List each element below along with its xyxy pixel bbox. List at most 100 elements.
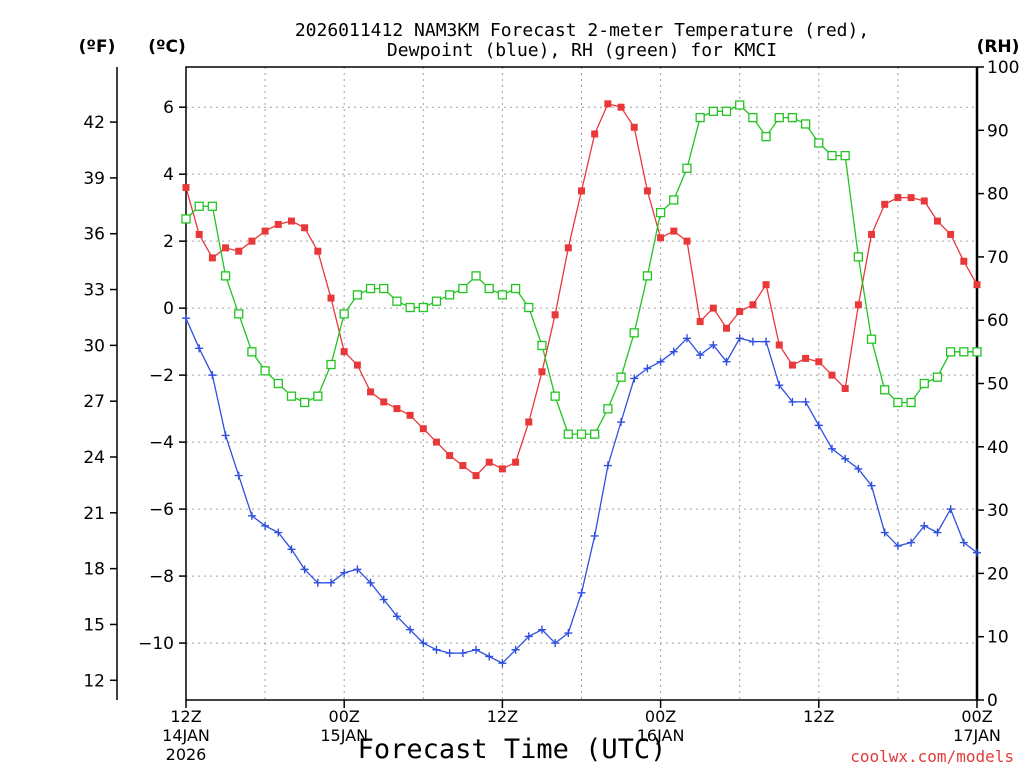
temperature-point — [894, 194, 902, 202]
temperature-point — [630, 123, 638, 131]
temperature-point — [749, 301, 757, 309]
rh-point — [800, 119, 811, 129]
rh-tick-label: 80 — [987, 185, 1009, 205]
rh-tick-label: 30 — [987, 501, 1009, 521]
temperature-point — [670, 227, 678, 235]
rh-point — [273, 378, 283, 389]
rh-tick-label: 10 — [987, 628, 1009, 648]
x-axis-label: Forecast Time (UTC) — [358, 734, 667, 765]
dewpoint-point — [524, 632, 533, 641]
rh-point — [445, 290, 455, 300]
dewpoint-point — [353, 565, 362, 574]
dewpoint-point — [287, 545, 296, 554]
dewpoint-point — [472, 645, 481, 654]
dewpoint-point — [973, 548, 981, 557]
dewpoint-point — [643, 364, 652, 373]
rh-point — [220, 271, 231, 281]
dewpoint-point — [709, 340, 718, 349]
temperature-point — [485, 458, 493, 466]
rh-line — [185, 104, 977, 435]
dewpoint-point — [775, 381, 784, 390]
temperature-point — [683, 237, 691, 245]
temperature-point — [195, 230, 203, 238]
fahrenheit-tick-label: 27 — [83, 392, 105, 412]
rh-point — [181, 214, 191, 224]
celsius-tick-label: 6 — [163, 98, 174, 118]
dewpoint-point — [208, 371, 217, 380]
dewpoint-point — [893, 541, 902, 550]
chart-title-line2: Dewpoint (blue), RH (green) for KMCI — [387, 40, 777, 61]
dewpoint-point — [274, 528, 283, 537]
celsius-tick-label: −2 — [149, 366, 174, 386]
x-tick-label-time: 12Z — [803, 707, 834, 726]
temperature-point — [432, 438, 440, 446]
rh-point — [932, 372, 943, 382]
celsius-tick-label: 2 — [163, 232, 174, 252]
x-tick-label-time: 00Z — [645, 707, 676, 726]
temperature-point — [446, 452, 454, 460]
temperature-point — [947, 230, 955, 238]
rh-tick-label: 60 — [987, 311, 1009, 331]
rh-point — [576, 429, 587, 439]
rh-point — [669, 195, 679, 205]
rh-point — [497, 290, 508, 300]
dewpoint-point — [827, 444, 836, 453]
dewpoint-point — [234, 471, 243, 480]
dewpoint-point — [617, 418, 626, 427]
temperature-point — [248, 237, 256, 245]
temperature-point — [973, 281, 981, 289]
rh-point — [260, 366, 270, 376]
rh-point — [695, 112, 705, 123]
rh-point — [550, 391, 560, 401]
dewpoint-point — [195, 344, 204, 353]
dewpoint-point — [854, 464, 863, 473]
rh-point — [682, 163, 692, 173]
temperature-point — [512, 458, 520, 466]
rh-point — [853, 252, 863, 262]
rh-point — [827, 150, 837, 161]
rh-point — [299, 397, 310, 408]
dewpoint-point — [419, 639, 428, 648]
dewpoint-point — [603, 461, 612, 470]
fahrenheit-tick-label: 15 — [83, 615, 105, 635]
temperature-point — [920, 197, 928, 205]
dewpoint-point — [590, 531, 599, 540]
dewpoint-line — [185, 317, 978, 664]
dewpoint-point — [867, 481, 876, 490]
rh-point — [972, 347, 982, 357]
rh-tick-label: 90 — [987, 121, 1009, 141]
temperature-point — [551, 311, 559, 319]
rh-point — [642, 271, 653, 281]
dewpoint-point — [907, 538, 916, 547]
temperature-point — [182, 184, 190, 192]
temperature-point — [261, 227, 269, 235]
dewpoint-point — [748, 337, 757, 346]
temperature-point — [591, 130, 599, 138]
rh-tick-label: 40 — [987, 438, 1009, 458]
fahrenheit-tick-label: 21 — [83, 504, 105, 524]
dewpoint-point — [458, 649, 467, 658]
rh-point — [484, 283, 494, 294]
rh-point — [945, 347, 956, 357]
rh-point — [880, 385, 890, 395]
rh-point — [510, 283, 521, 294]
dewpoint-point — [564, 629, 573, 638]
rh-point — [814, 138, 824, 148]
rh-point — [748, 112, 758, 123]
temperature-point — [287, 217, 295, 225]
dewpoint-point — [445, 649, 454, 658]
rh-point — [959, 347, 969, 357]
rh-point — [352, 290, 363, 300]
rh-point — [603, 404, 613, 414]
temperature-point — [578, 187, 585, 195]
x-tick-label-date: 14JAN — [162, 726, 210, 745]
rh-point — [787, 112, 798, 123]
dewpoint-point — [946, 505, 955, 514]
temperature-point — [788, 361, 796, 369]
temperature-point — [802, 354, 810, 362]
rh-point — [313, 391, 323, 401]
fahrenheit-tick-label: 39 — [83, 169, 105, 189]
temperature-point — [828, 371, 836, 379]
temperature-point — [525, 418, 533, 426]
x-tick-label-date: 16JAN — [637, 726, 685, 745]
